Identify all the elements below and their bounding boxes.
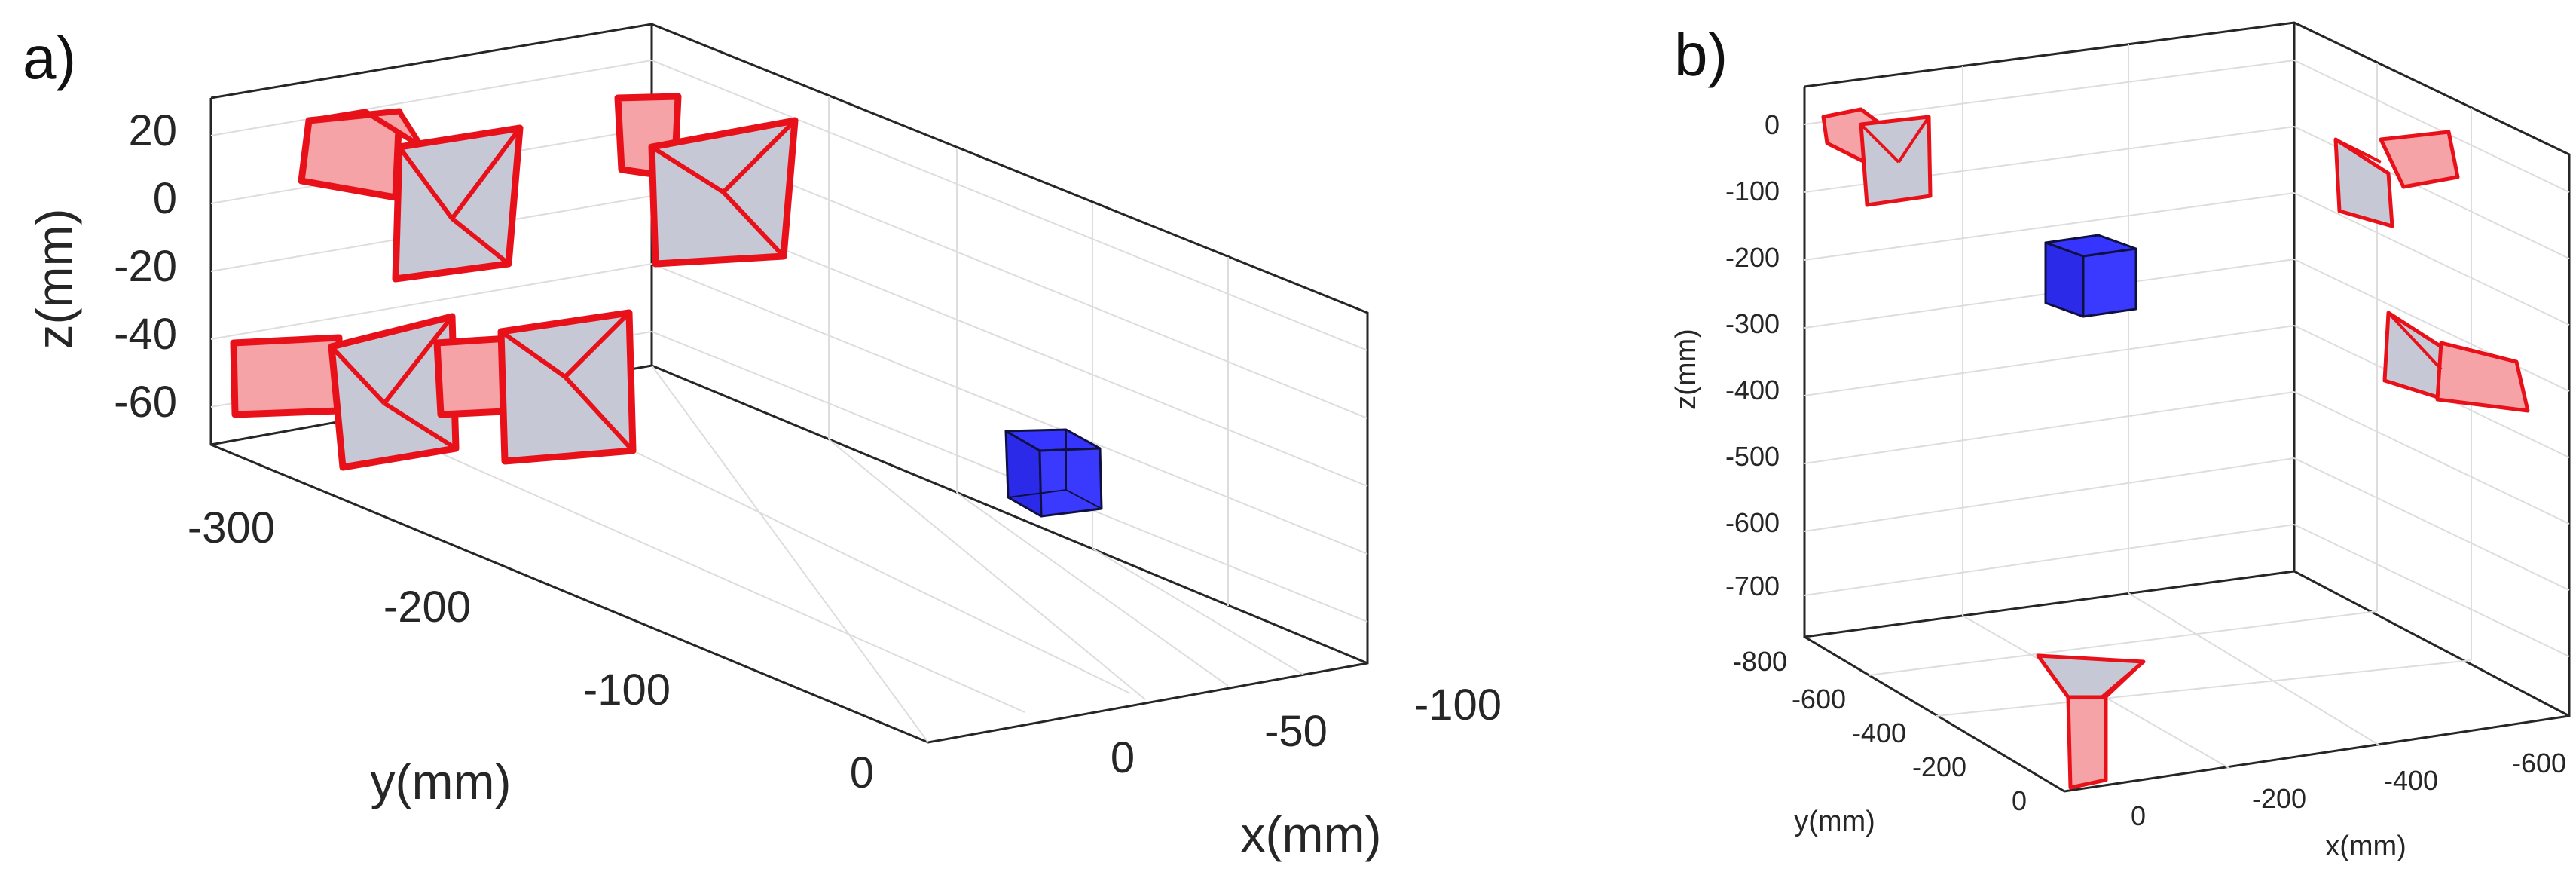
y-tick-label: -800: [1733, 646, 1787, 677]
x-tick-label: -600: [2512, 748, 2566, 779]
panel-b-z-ticks: 0 -100 -200 -300 -400 -500 -600 -700: [1725, 109, 1780, 601]
x-tick-label: -400: [2384, 765, 2438, 796]
panel-a-y-ticks: -300 -200 -100 0: [188, 503, 874, 797]
z-tick-label: -600: [1725, 507, 1780, 538]
z-tick-label: -200: [1725, 242, 1780, 273]
z-tick-label: 0: [1765, 109, 1780, 140]
z-tick-label: -100: [1725, 176, 1780, 206]
camera-b-2: [2333, 130, 2460, 228]
panel-b-x-ticks: 0 -200 -400 -600: [2131, 748, 2566, 831]
panel-a-y-axis-label: y(mm): [371, 754, 512, 809]
panel-b-y-axis-label: y(mm): [1794, 806, 1875, 837]
panel-b-label: b): [1674, 21, 1728, 88]
x-tick-label: 0: [1111, 733, 1135, 782]
y-tick-label: -200: [1912, 751, 1966, 782]
camera-4: [433, 309, 637, 465]
z-tick-label: -700: [1725, 571, 1780, 601]
panel-b-y-ticks: -800 -600 -400 -200 0: [1733, 646, 2027, 816]
camera-2: [614, 93, 799, 268]
camera-3: [230, 313, 460, 471]
panel-b-x-axis-label: x(mm): [2325, 831, 2406, 862]
z-tick-label: -40: [114, 310, 177, 359]
target-cube-a: [1004, 428, 1103, 518]
x-tick-label: -50: [1264, 707, 1328, 756]
panel-a-x-axis-label: x(mm): [1241, 806, 1382, 862]
y-tick-label: 0: [2012, 785, 2027, 816]
camera-b-1: [1821, 107, 1933, 207]
z-tick-label: 0: [153, 174, 177, 223]
z-tick-label: 20: [128, 106, 177, 155]
y-tick-label: 0: [850, 748, 874, 797]
panel-b: b): [1670, 21, 2571, 862]
y-tick-label: -200: [383, 583, 471, 632]
x-tick-label: 0: [2131, 800, 2146, 831]
z-tick-label: -20: [114, 242, 177, 291]
x-tick-label: -200: [2252, 783, 2306, 814]
camera-b-3: [2382, 311, 2530, 413]
camera-1: [298, 108, 524, 283]
y-tick-label: -400: [1852, 717, 1906, 748]
z-tick-label: -60: [114, 378, 177, 427]
panel-b-grid: [1804, 44, 2570, 769]
panel-a-z-axis-label: z(mm): [26, 209, 82, 350]
target-cube-b: [2044, 234, 2137, 318]
y-tick-label: -100: [583, 665, 671, 714]
panel-a: a): [23, 23, 1502, 862]
y-tick-label: -600: [1792, 684, 1846, 714]
panel-a-z-ticks: 20 0 -20 -40 -60: [114, 106, 177, 427]
y-tick-label: -300: [188, 503, 275, 552]
panel-a-label: a): [23, 24, 76, 91]
z-tick-label: -300: [1725, 308, 1780, 339]
x-tick-label: -100: [1414, 681, 1502, 730]
panel-a-x-ticks: 0 -50 -100: [1111, 681, 1502, 782]
z-tick-label: -400: [1725, 375, 1780, 405]
z-tick-label: -500: [1725, 441, 1780, 472]
panel-b-z-axis-label: z(mm): [1670, 329, 1702, 410]
panel-b-box: [1803, 21, 2571, 793]
camera-b-4: [2036, 653, 2146, 790]
